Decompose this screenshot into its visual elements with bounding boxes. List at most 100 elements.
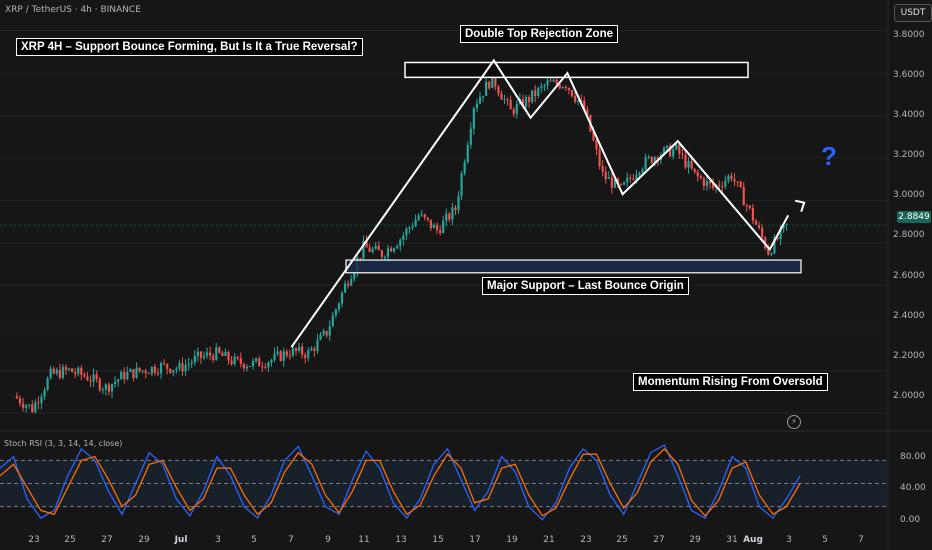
arrow-head-icon bbox=[794, 199, 806, 213]
price-axis-label: 2.4000 bbox=[893, 311, 925, 321]
time-axis-label: 5 bbox=[251, 535, 257, 545]
candle-body bbox=[224, 351, 227, 357]
candle-body bbox=[626, 177, 629, 183]
candle-body bbox=[270, 359, 273, 363]
candle-body bbox=[169, 368, 172, 373]
zigzag-pattern-line bbox=[290, 58, 790, 348]
candle-body bbox=[347, 283, 350, 286]
candle-body bbox=[699, 176, 702, 179]
candle-body bbox=[552, 80, 555, 82]
time-axis-label: Jul bbox=[174, 535, 188, 545]
lightning-icon[interactable]: ⚡ bbox=[787, 415, 801, 429]
candle-body bbox=[647, 156, 650, 158]
candle-body bbox=[540, 86, 543, 88]
candle-body bbox=[150, 366, 153, 374]
candle-body bbox=[573, 96, 577, 102]
candle-body bbox=[757, 224, 761, 228]
candle-body bbox=[110, 384, 114, 392]
candle-body bbox=[350, 279, 353, 286]
candle-body bbox=[245, 366, 249, 369]
candle-body bbox=[745, 205, 748, 207]
candle-body bbox=[199, 351, 203, 358]
candle-body bbox=[107, 384, 111, 392]
candle-body bbox=[123, 371, 126, 380]
candle-body bbox=[672, 149, 675, 157]
candle-body bbox=[515, 103, 518, 114]
candle-body bbox=[138, 367, 141, 372]
candle-body bbox=[377, 245, 380, 251]
time-axis-label: 23 bbox=[28, 535, 40, 545]
candle-body bbox=[264, 366, 267, 368]
price-axis-label: 3.0000 bbox=[893, 190, 925, 200]
candle-body bbox=[184, 364, 187, 372]
candle-body bbox=[276, 351, 279, 354]
candle-body bbox=[613, 178, 617, 188]
candle-body bbox=[623, 182, 626, 185]
candle-body bbox=[28, 404, 31, 406]
time-axis-label: 3 bbox=[215, 535, 221, 545]
candle-body bbox=[101, 389, 104, 391]
candle-body bbox=[724, 180, 727, 187]
resistance-zone bbox=[404, 61, 749, 79]
candle-body bbox=[644, 157, 647, 170]
support-zone bbox=[345, 259, 802, 274]
candle-body bbox=[478, 97, 482, 104]
candle-body bbox=[601, 165, 604, 172]
candle-body bbox=[439, 230, 442, 233]
time-axis-label: 5 bbox=[822, 535, 828, 545]
candle-body bbox=[546, 80, 549, 86]
candle-body bbox=[285, 351, 288, 356]
candle-body bbox=[21, 403, 25, 408]
current-price-tag: 2.8849 bbox=[897, 211, 931, 223]
candle-body bbox=[420, 214, 423, 216]
resistance-label: Double Top Rejection Zone bbox=[460, 25, 619, 43]
candle-body bbox=[494, 71, 497, 87]
candle-body bbox=[567, 87, 571, 91]
candle-body bbox=[190, 362, 193, 364]
candle-body bbox=[132, 369, 135, 378]
candle-body bbox=[411, 226, 414, 228]
candle-body bbox=[258, 358, 261, 367]
candle-body bbox=[616, 178, 620, 184]
time-axis-label: 31 bbox=[726, 535, 738, 545]
candle-body bbox=[708, 180, 712, 184]
candle-body bbox=[279, 351, 282, 361]
candle-body bbox=[383, 256, 387, 258]
candle-body bbox=[316, 339, 319, 352]
candle-body bbox=[104, 384, 107, 390]
currency-badge[interactable]: USDT bbox=[894, 4, 932, 22]
candle-body bbox=[635, 175, 638, 180]
candle-body bbox=[451, 207, 454, 220]
candle-body bbox=[782, 225, 785, 229]
price-axis-label: 3.8000 bbox=[893, 30, 925, 40]
time-axis-label: Aug bbox=[743, 535, 763, 545]
candle-body bbox=[721, 186, 724, 188]
candle-body bbox=[662, 147, 666, 155]
candle-body bbox=[215, 347, 218, 360]
candle-body bbox=[650, 156, 653, 163]
candle-body bbox=[527, 96, 531, 102]
candle-body bbox=[389, 248, 393, 252]
candle-body bbox=[448, 213, 451, 220]
indicator-axis-label: 80.00 bbox=[900, 452, 926, 462]
time-axis-label: 23 bbox=[580, 535, 592, 545]
candle-body bbox=[393, 248, 396, 252]
candle-body bbox=[334, 309, 337, 316]
candle-body bbox=[25, 405, 28, 408]
candle-body bbox=[325, 330, 328, 336]
candle-body bbox=[95, 374, 98, 380]
candle-body bbox=[537, 87, 540, 97]
price-axis-label: 3.4000 bbox=[893, 110, 925, 120]
candle-body bbox=[294, 348, 298, 352]
candle-body bbox=[687, 161, 690, 168]
candle-body bbox=[773, 237, 776, 254]
candle-body bbox=[770, 253, 773, 255]
candle-body bbox=[178, 363, 181, 369]
candle-body bbox=[89, 380, 92, 382]
candle-body bbox=[43, 390, 46, 397]
candle-body bbox=[564, 87, 567, 89]
candle-body bbox=[445, 213, 448, 221]
candle-body bbox=[166, 363, 169, 369]
